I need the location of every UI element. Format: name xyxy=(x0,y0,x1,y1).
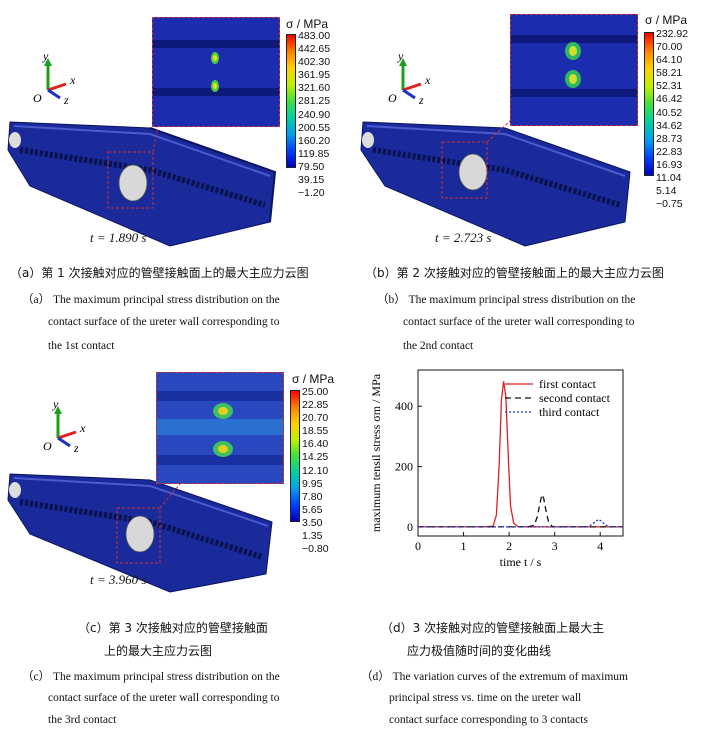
axis-x-label: x xyxy=(424,73,431,87)
tube-c xyxy=(7,471,273,593)
colorbar-b xyxy=(644,32,654,176)
axis-triad-b: y x z O xyxy=(388,49,431,107)
x-tick-label: 0 xyxy=(415,539,421,553)
time-label-a: t = 1.890 s xyxy=(90,230,147,245)
axis-y-label: y xyxy=(42,49,49,63)
caption-en-d-1: （d） The variation curves of the extremum… xyxy=(361,671,628,683)
stress-inset-c xyxy=(156,372,284,484)
caption-en-d-3: contact surface corresponding to 3 conta… xyxy=(389,714,588,726)
legend-title-a: σ / MPa xyxy=(286,17,329,31)
caption-cn-d-2: 应力极值随时间的变化曲线 xyxy=(407,644,552,658)
series-line-3 xyxy=(418,518,623,528)
caption-cn-a: （a）第 1 次接触对应的管壁接触面上的最大主应力云图 xyxy=(10,266,309,280)
axis-z-label: z xyxy=(63,93,69,107)
colorbar-a xyxy=(286,34,296,168)
y-tick-label: 200 xyxy=(395,460,413,474)
axis-y-label: y xyxy=(397,49,404,63)
legend-values-a: 483.00 442.65 402.30 361.95 321.60 281.25 240.… xyxy=(298,30,331,200)
caption-en-c-2: contact surface of the ureter wall corre… xyxy=(48,692,280,704)
y-axis-label: maximum tensil stress σm / MPa xyxy=(369,373,383,532)
caption-cn-c-2: 上的最大主应力云图 xyxy=(104,644,213,658)
caption-cn-b: （b）第 2 次接触对应的管壁接触面上的最大主应力云图 xyxy=(365,266,664,280)
axis-origin-label: O xyxy=(388,91,397,105)
y-tick-label: 0 xyxy=(407,520,413,534)
chart-axes xyxy=(417,369,624,537)
axis-triad-a: y x z O xyxy=(33,49,76,107)
caption-en-b-3: the 2nd contact xyxy=(403,340,474,352)
stress-inset-a xyxy=(152,17,280,127)
x-tick-label: 2 xyxy=(506,539,512,553)
caption-en-a-2: contact surface of the ureter wall corre… xyxy=(48,316,280,328)
legend-values-c: 25.00 22.85 20.70 18.55 16.40 14.25 12.10 9.95 7… xyxy=(302,386,329,556)
axis-z-label: z xyxy=(418,93,424,107)
y-tick-label: 400 xyxy=(395,399,413,413)
caption-en-a-1: （a） The maximum principal stress distrib… xyxy=(22,294,280,306)
caption-en-b-1: （b） The maximum principal stress distrib… xyxy=(377,294,636,306)
legend-title-b: σ / MPa xyxy=(645,13,688,27)
x-tick-label: 4 xyxy=(597,539,603,553)
stress-inset-b xyxy=(510,14,638,126)
panel-d: 0 1 2 3 4 0 200 400 first contact second contact… xyxy=(355,362,711,731)
series-line-1 xyxy=(418,381,623,528)
time-label-c: t = 3.960 s xyxy=(90,572,147,587)
chart-series xyxy=(418,381,623,528)
axis-x-label: x xyxy=(69,73,76,87)
legend-label-1: first contact xyxy=(539,377,597,391)
axis-z-label: z xyxy=(73,441,79,455)
caption-en-a-3: the 1st contact xyxy=(48,340,115,352)
fem-model-b: y x z O xyxy=(360,49,631,247)
panel-b: y x z O σ / MPa 232.92 70.00 64.10 58.21 5 xyxy=(355,0,711,360)
x-tick-label: 1 xyxy=(461,539,467,553)
x-tick-label: 3 xyxy=(552,539,558,553)
axis-origin-label: O xyxy=(43,439,52,453)
inset-contour-b xyxy=(511,15,637,125)
x-axis-label: time t / s xyxy=(500,555,542,569)
time-label-b: t = 2.723 s xyxy=(435,230,492,245)
series-line-2 xyxy=(418,492,623,528)
axis-origin-label: O xyxy=(33,91,42,105)
axis-triad-c: y x z O xyxy=(43,397,86,455)
inset-contour-c xyxy=(157,373,283,483)
caption-cn-d-1: （d）3 次接触对应的管壁接触面上最大主 xyxy=(381,621,605,635)
fem-model-c: y x z O xyxy=(7,397,273,593)
axis-x-label: x xyxy=(79,421,86,435)
legend-label-3: third contact xyxy=(539,405,600,419)
caption-en-b-2: contact surface of the ureter wall corre… xyxy=(403,316,635,328)
caption-cn-c-1: （c）第 3 次接触对应的管壁接触面 xyxy=(78,621,268,635)
caption-en-c-1: （c） The maximum principal stress distrib… xyxy=(22,671,280,683)
chart-ticks: 0 1 2 3 4 0 200 400 xyxy=(395,399,603,553)
axis-y-label: y xyxy=(52,397,59,411)
caption-en-c-3: the 3rd contact xyxy=(48,714,117,726)
fem-model-a: y x z O xyxy=(7,49,277,247)
legend-title-c: σ / MPa xyxy=(292,372,335,386)
panel-a: y x z O σ / MPa 483.00 4 xyxy=(0,0,355,360)
tube-a xyxy=(7,121,277,247)
legend-values-b: 232.92 70.00 64.10 58.21 52.31 46.42 40.52 34.6… xyxy=(656,28,689,211)
colorbar-c xyxy=(290,390,300,522)
legend-label-2: second contact xyxy=(539,391,611,405)
plot-frame xyxy=(417,369,624,537)
panel-c: y x z O σ / MPa 25.00 22.85 20.70 xyxy=(0,362,355,731)
caption-en-d-2: principal stress vs. time on the ureter … xyxy=(389,692,582,704)
tube-b xyxy=(360,119,631,247)
inset-contour-a xyxy=(153,18,279,126)
